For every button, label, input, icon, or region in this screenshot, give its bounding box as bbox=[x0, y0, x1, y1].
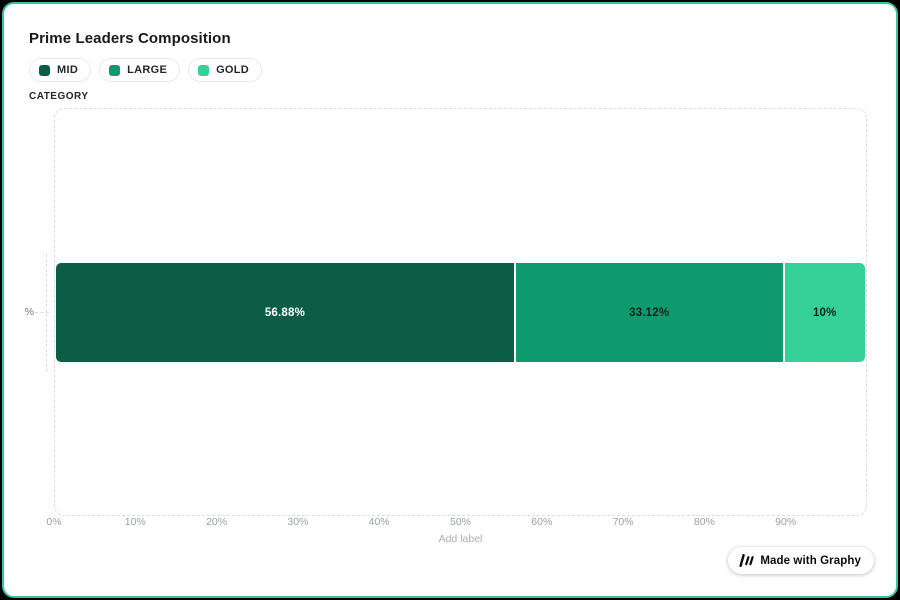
legend-swatch-icon bbox=[39, 64, 50, 76]
bar-segment-mid[interactable]: 56.88% bbox=[56, 263, 514, 362]
y-axis-label: % bbox=[24, 306, 34, 318]
category-tick-dash bbox=[35, 312, 49, 313]
category-tick-line bbox=[46, 254, 47, 372]
legend-label: MID bbox=[57, 64, 79, 76]
x-tick-label: 20% bbox=[206, 516, 228, 528]
made-with-graphy-badge[interactable]: Made with Graphy bbox=[728, 547, 874, 574]
x-tick-label: 80% bbox=[693, 516, 715, 528]
legend-swatch-icon bbox=[198, 64, 210, 76]
legend-pill-mid[interactable]: MID bbox=[29, 58, 92, 82]
badge-label: Made with Graphy bbox=[760, 554, 861, 567]
stacked-bar: 56.88% 33.12% 10% bbox=[56, 263, 866, 362]
x-tick-label: 0% bbox=[46, 516, 62, 528]
legend-label: LARGE bbox=[127, 64, 168, 76]
bar-segment-gold[interactable]: 10% bbox=[784, 263, 866, 362]
legend-pill-large[interactable]: LARGE bbox=[99, 58, 181, 82]
graphy-logo-icon bbox=[739, 554, 755, 567]
x-tick-label: 90% bbox=[775, 516, 797, 528]
legend-swatch-icon bbox=[109, 64, 121, 76]
category-axis-label: CATEGORY bbox=[29, 91, 89, 102]
bar-segment-value: 56.88% bbox=[264, 306, 306, 319]
plot-area: 56.88% 33.12% 10% bbox=[54, 108, 867, 516]
add-label-button[interactable]: Add label bbox=[438, 533, 483, 545]
x-tick-label: 70% bbox=[612, 516, 634, 528]
x-tick-label: 40% bbox=[368, 516, 390, 528]
x-tick-label: 50% bbox=[449, 516, 472, 528]
chart-title: Prime Leaders Composition bbox=[29, 30, 231, 47]
bar-segment-value: 10% bbox=[812, 306, 837, 319]
legend: MID LARGE GOLD bbox=[29, 58, 263, 82]
x-tick-label: 10% bbox=[124, 516, 146, 528]
x-tick-label: 60% bbox=[531, 516, 553, 528]
x-axis: 0% 10% 20% 30% 40% 50% 60% 70% 80% 90% bbox=[46, 516, 867, 530]
x-tick-label: 30% bbox=[287, 516, 309, 528]
legend-pill-gold[interactable]: GOLD bbox=[188, 58, 263, 82]
bar-segment-value: 33.12% bbox=[629, 306, 670, 319]
legend-label: GOLD bbox=[216, 64, 250, 76]
bar-segment-large[interactable]: 33.12% bbox=[515, 263, 783, 362]
